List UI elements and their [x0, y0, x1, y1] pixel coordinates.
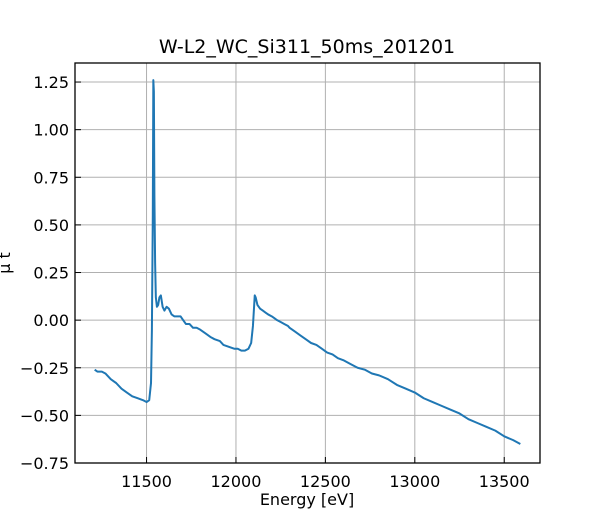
y-tick-label: 1.00 — [33, 121, 69, 140]
series-line — [94, 79, 521, 445]
x-tick-label: 13500 — [479, 472, 530, 491]
series-layer — [94, 79, 521, 445]
x-tick-label: 12500 — [300, 472, 351, 491]
x-tick-label: 11500 — [121, 472, 172, 491]
y-tick-label: 0.00 — [33, 311, 69, 330]
y-tick-label: 0.50 — [33, 216, 69, 235]
ticks: 11500 12000 12500 13000 13500 −0.75 −0.50 −0.25… — [20, 73, 530, 491]
x-tick-label: 12000 — [211, 472, 262, 491]
y-tick-label: 0.25 — [33, 264, 69, 283]
y-tick-label: −0.25 — [20, 359, 69, 378]
y-tick-label: 1.25 — [33, 73, 69, 92]
x-tick-label: 13000 — [389, 472, 440, 491]
plot-frame — [74, 62, 541, 464]
y-tick-label: 0.75 — [33, 168, 69, 187]
y-tick-label: −0.75 — [20, 454, 69, 473]
y-axis-label: μ t — [0, 252, 14, 274]
x-axis-label: Energy [eV] — [260, 490, 354, 509]
y-tick-label: −0.50 — [20, 406, 69, 425]
grid-lines — [75, 63, 540, 464]
chart-title: W-L2_WC_Si311_50ms_201201 — [159, 36, 455, 58]
